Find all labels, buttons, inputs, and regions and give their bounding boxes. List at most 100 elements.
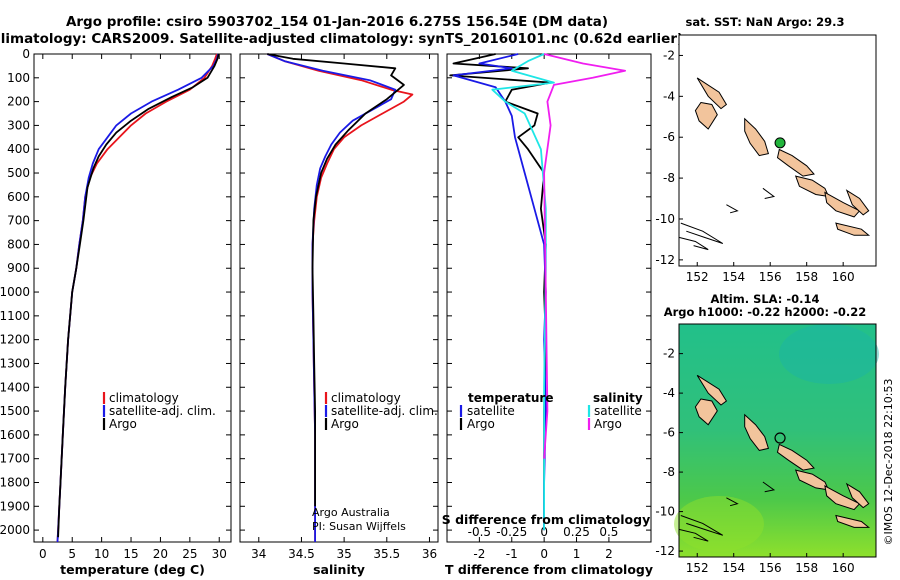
x-tick-label-top: 0 [540,525,548,539]
legend-label: climatology [109,391,179,405]
x-tick-label: 30 [212,547,227,561]
map-x-tick-label: 152 [686,270,709,284]
reef-outline [678,528,709,542]
legend-heading-salinity: salinity [593,391,643,405]
island-land [824,484,861,511]
depth-tick-label: 200 [7,95,30,109]
series-line-satellite-adj-clim- [56,53,219,543]
x-tick-label: 0 [540,547,548,561]
x-tick-label: 25 [182,547,197,561]
plot-frame [33,53,232,543]
island-land [694,101,718,130]
top-axis-label: S difference from climatology [442,512,651,527]
copyright-label: ©IMOS 12-Dec-2018 22:10:53 [882,379,895,546]
plot-frame [239,53,439,543]
x-tick-label-top: -0.25 [496,525,527,539]
island-land [835,222,871,236]
depth-tick-label: 400 [7,142,30,156]
island-land [696,374,728,406]
series-line-argo [267,53,405,507]
x-axis-label: salinity [313,562,365,577]
island-land [694,398,718,426]
x-tick-label: 5 [68,547,76,561]
sla-map-title-2: Argo h1000: -0.22 h2000: -0.22 [664,305,867,319]
argo-location-marker [774,432,786,444]
map-y-tick-label: -4 [663,89,675,103]
x-axis-label: temperature (deg C) [60,562,205,577]
reef-outline [680,222,724,244]
legend-label: Argo [467,417,495,431]
legend-label: satellite [594,404,642,418]
depth-tick-label: 1900 [0,499,30,513]
map-y-tick-label: -10 [655,212,675,226]
legend-label: climatology [331,391,401,405]
reef-outline [680,515,724,536]
series-line-salinity-argo [543,53,626,459]
map-y-tick-label: -8 [663,171,675,185]
x-tick-label: 36 [422,547,437,561]
argo-location-marker [774,137,786,149]
map-x-tick-label: 154 [722,561,745,575]
legend-label: Argo [331,417,359,431]
map-x-tick-label: 156 [759,561,782,575]
sla-map-title-1: Altim. SLA: -0.14 [710,292,819,306]
map-y-tick-label: -6 [663,130,675,144]
x-tick-label: 35.5 [373,547,400,561]
map-y-tick-label: -8 [663,465,675,479]
x-tick-label: 34.5 [288,547,315,561]
depth-tick-label: 1300 [0,356,30,370]
x-tick-label: 1 [573,547,581,561]
depth-tick-label: 800 [7,237,30,251]
depth-tick-label: 100 [7,71,30,85]
reef-outline [726,497,739,507]
depth-tick-label: 700 [7,214,30,228]
reef-outline [726,204,739,214]
x-tick-label-top: 0.25 [563,525,590,539]
sst-map-title: sat. SST: NaN Argo: 29.3 [685,15,844,29]
sla-map-panel: 152 154 156 158 160 -2 -4 -6 -8 -10 -12 [655,323,879,575]
series-line-satellite-adj-clim- [266,53,397,542]
depth-tick-label: 1500 [0,404,30,418]
series-line-climatology [56,53,218,543]
temperature-panel: 0100200300400500600700800900100011001200… [0,47,232,577]
depth-tick-label: 900 [7,261,30,275]
map-x-tick-label: 158 [795,270,818,284]
island-land [824,191,861,218]
depth-tick-label: 1600 [0,428,30,442]
map-y-tick-label: -10 [655,505,675,519]
x-tick-label-top: -0.5 [468,525,491,539]
title-line-1: Argo profile: csiro 5903702_154 01-Jan-2… [66,14,608,30]
island-land [744,413,770,451]
reef-outline [762,481,776,493]
map-x-tick-label: 160 [832,561,855,575]
depth-tick-label: 1100 [0,309,30,323]
x-axis-label: T difference from climatology [445,562,653,577]
map-y-tick-label: -12 [655,253,675,267]
depth-tick-label: 2000 [0,523,30,537]
depth-tick-label: 1700 [0,452,30,466]
map-x-tick-label: 160 [832,270,855,284]
x-tick-label: 10 [94,547,109,561]
island-land [845,189,870,216]
depth-tick-label: 1400 [0,380,30,394]
island-land [776,443,815,471]
map-frame [678,323,877,558]
map-y-tick-label: -2 [663,347,675,361]
difference-panel: -2 -0.5 -1 -0.25 0 0 1 0.25 2 0.5 T difference fro… [442,53,653,577]
depth-tick-label: 0 [22,47,30,61]
island-land [776,148,815,177]
map-y-tick-label: -12 [655,544,675,558]
depth-tick-label: 600 [7,190,30,204]
island-land [845,482,870,509]
legend-heading-temperature: temperature [468,391,553,405]
x-tick-label: -1 [506,547,518,561]
legend-label: satellite-adj. clim. [331,404,438,418]
map-x-tick-label: 156 [759,270,782,284]
island-land [696,77,728,110]
depth-tick-label: 500 [7,166,30,180]
map-x-tick-label: 158 [795,561,818,575]
x-tick-label: 0 [39,547,47,561]
map-frame [678,34,877,267]
depth-tick-label: 1800 [0,475,30,489]
